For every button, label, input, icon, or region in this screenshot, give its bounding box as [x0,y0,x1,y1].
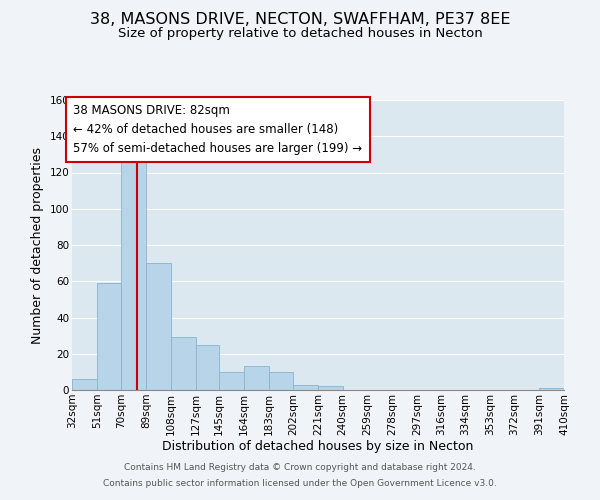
Bar [269,372,293,390]
Bar [318,386,343,390]
Bar [219,372,244,390]
Bar [171,338,196,390]
Bar [293,384,318,390]
Text: 38, MASONS DRIVE, NECTON, SWAFFHAM, PE37 8EE: 38, MASONS DRIVE, NECTON, SWAFFHAM, PE37… [90,12,510,28]
Text: Contains HM Land Registry data © Crown copyright and database right 2024.: Contains HM Land Registry data © Crown c… [124,464,476,472]
Bar [121,162,146,390]
Bar [539,388,564,390]
Y-axis label: Number of detached properties: Number of detached properties [31,146,44,344]
Bar [72,379,97,390]
Bar [97,283,121,390]
Text: Contains public sector information licensed under the Open Government Licence v3: Contains public sector information licen… [103,478,497,488]
Text: 38 MASONS DRIVE: 82sqm
← 42% of detached houses are smaller (148)
57% of semi-de: 38 MASONS DRIVE: 82sqm ← 42% of detached… [73,104,362,154]
Bar [146,263,171,390]
Text: Size of property relative to detached houses in Necton: Size of property relative to detached ho… [118,28,482,40]
Bar [196,344,219,390]
Bar [244,366,269,390]
X-axis label: Distribution of detached houses by size in Necton: Distribution of detached houses by size … [163,440,473,454]
